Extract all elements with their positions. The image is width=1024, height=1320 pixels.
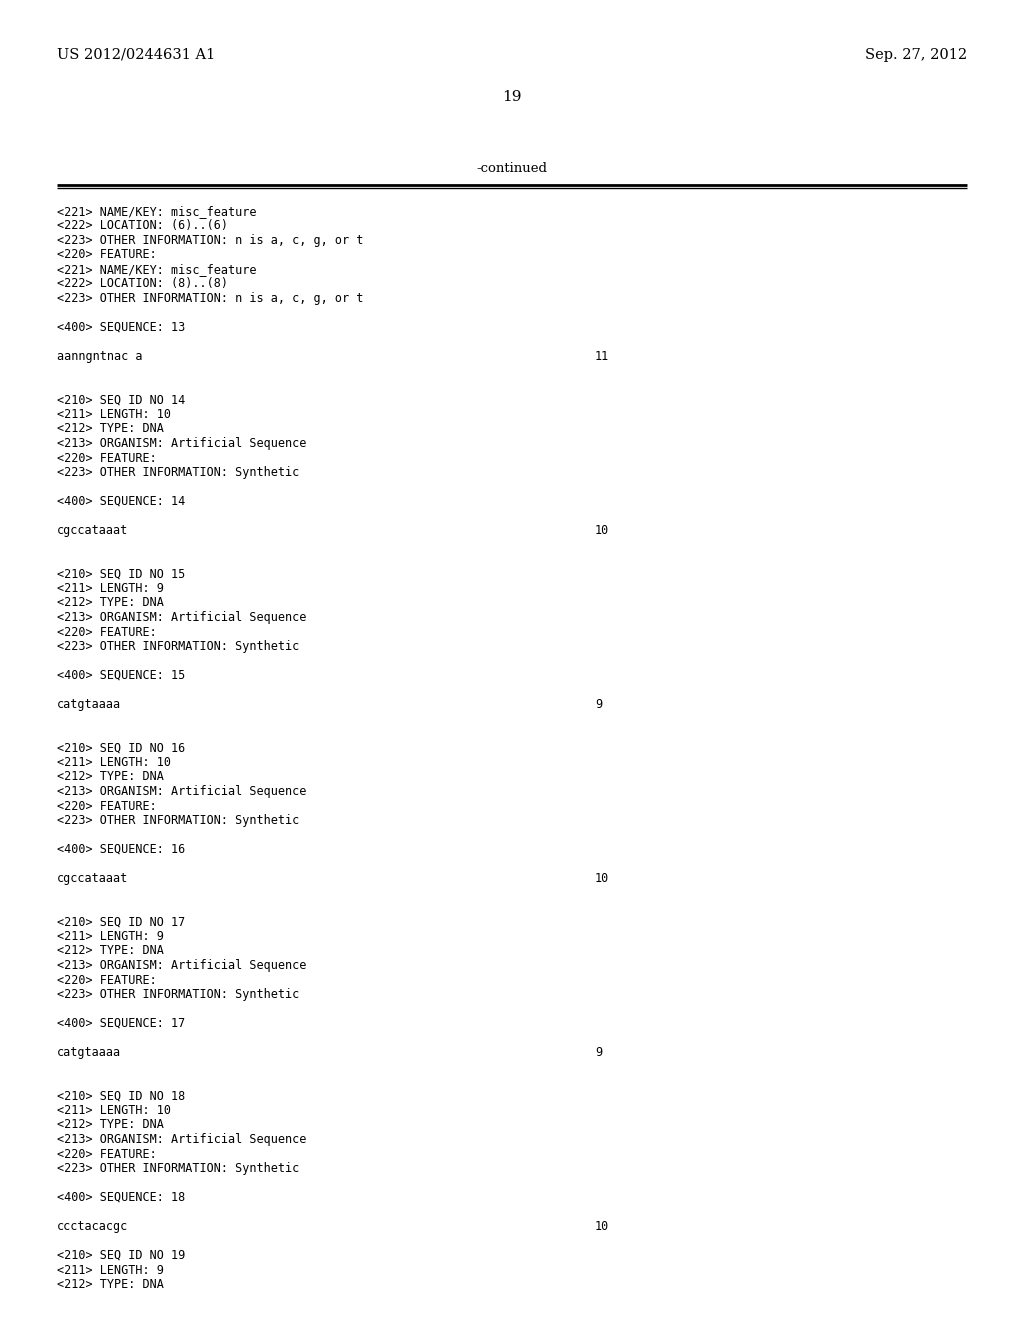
Text: 19: 19 [502, 90, 522, 104]
Text: <400> SEQUENCE: 16: <400> SEQUENCE: 16 [57, 843, 185, 855]
Text: <211> LENGTH: 10: <211> LENGTH: 10 [57, 756, 171, 770]
Text: aanngntnac a: aanngntnac a [57, 350, 142, 363]
Text: <220> FEATURE:: <220> FEATURE: [57, 248, 157, 261]
Text: <223> OTHER INFORMATION: n is a, c, g, or t: <223> OTHER INFORMATION: n is a, c, g, o… [57, 292, 364, 305]
Text: <210> SEQ ID NO 17: <210> SEQ ID NO 17 [57, 916, 185, 928]
Text: <211> LENGTH: 9: <211> LENGTH: 9 [57, 1263, 164, 1276]
Text: <211> LENGTH: 10: <211> LENGTH: 10 [57, 408, 171, 421]
Text: <220> FEATURE:: <220> FEATURE: [57, 800, 157, 813]
Text: 9: 9 [595, 698, 602, 711]
Text: cgccataaat: cgccataaat [57, 524, 128, 537]
Text: <213> ORGANISM: Artificial Sequence: <213> ORGANISM: Artificial Sequence [57, 1133, 306, 1146]
Text: <212> TYPE: DNA: <212> TYPE: DNA [57, 597, 164, 610]
Text: catgtaaaa: catgtaaaa [57, 1045, 121, 1059]
Text: 10: 10 [595, 873, 609, 884]
Text: <220> FEATURE:: <220> FEATURE: [57, 1147, 157, 1160]
Text: <221> NAME/KEY: misc_feature: <221> NAME/KEY: misc_feature [57, 205, 256, 218]
Text: <212> TYPE: DNA: <212> TYPE: DNA [57, 771, 164, 784]
Text: US 2012/0244631 A1: US 2012/0244631 A1 [57, 48, 215, 62]
Text: 9: 9 [595, 1045, 602, 1059]
Text: <223> OTHER INFORMATION: Synthetic: <223> OTHER INFORMATION: Synthetic [57, 987, 299, 1001]
Text: <212> TYPE: DNA: <212> TYPE: DNA [57, 1278, 164, 1291]
Text: <210> SEQ ID NO 14: <210> SEQ ID NO 14 [57, 393, 185, 407]
Text: <213> ORGANISM: Artificial Sequence: <213> ORGANISM: Artificial Sequence [57, 437, 306, 450]
Text: <223> OTHER INFORMATION: Synthetic: <223> OTHER INFORMATION: Synthetic [57, 640, 299, 653]
Text: <400> SEQUENCE: 17: <400> SEQUENCE: 17 [57, 1016, 185, 1030]
Text: <400> SEQUENCE: 18: <400> SEQUENCE: 18 [57, 1191, 185, 1204]
Text: <211> LENGTH: 10: <211> LENGTH: 10 [57, 1104, 171, 1117]
Text: -continued: -continued [476, 162, 548, 176]
Text: <211> LENGTH: 9: <211> LENGTH: 9 [57, 931, 164, 942]
Text: catgtaaaa: catgtaaaa [57, 698, 121, 711]
Text: <212> TYPE: DNA: <212> TYPE: DNA [57, 1118, 164, 1131]
Text: Sep. 27, 2012: Sep. 27, 2012 [865, 48, 967, 62]
Text: <400> SEQUENCE: 13: <400> SEQUENCE: 13 [57, 321, 185, 334]
Text: 10: 10 [595, 524, 609, 537]
Text: <210> SEQ ID NO 16: <210> SEQ ID NO 16 [57, 742, 185, 755]
Text: 10: 10 [595, 1220, 609, 1233]
Text: <222> LOCATION: (8)..(8): <222> LOCATION: (8)..(8) [57, 277, 228, 290]
Text: <400> SEQUENCE: 14: <400> SEQUENCE: 14 [57, 495, 185, 508]
Text: ccctacacgc: ccctacacgc [57, 1220, 128, 1233]
Text: <212> TYPE: DNA: <212> TYPE: DNA [57, 945, 164, 957]
Text: 11: 11 [595, 350, 609, 363]
Text: <223> OTHER INFORMATION: Synthetic: <223> OTHER INFORMATION: Synthetic [57, 1162, 299, 1175]
Text: <211> LENGTH: 9: <211> LENGTH: 9 [57, 582, 164, 595]
Text: <223> OTHER INFORMATION: n is a, c, g, or t: <223> OTHER INFORMATION: n is a, c, g, o… [57, 234, 364, 247]
Text: <220> FEATURE:: <220> FEATURE: [57, 626, 157, 639]
Text: <221> NAME/KEY: misc_feature: <221> NAME/KEY: misc_feature [57, 263, 256, 276]
Text: <213> ORGANISM: Artificial Sequence: <213> ORGANISM: Artificial Sequence [57, 960, 306, 972]
Text: <210> SEQ ID NO 15: <210> SEQ ID NO 15 [57, 568, 185, 581]
Text: cgccataaat: cgccataaat [57, 873, 128, 884]
Text: <213> ORGANISM: Artificial Sequence: <213> ORGANISM: Artificial Sequence [57, 611, 306, 624]
Text: <400> SEQUENCE: 15: <400> SEQUENCE: 15 [57, 669, 185, 682]
Text: <212> TYPE: DNA: <212> TYPE: DNA [57, 422, 164, 436]
Text: <220> FEATURE:: <220> FEATURE: [57, 451, 157, 465]
Text: <210> SEQ ID NO 19: <210> SEQ ID NO 19 [57, 1249, 185, 1262]
Text: <223> OTHER INFORMATION: Synthetic: <223> OTHER INFORMATION: Synthetic [57, 466, 299, 479]
Text: <220> FEATURE:: <220> FEATURE: [57, 974, 157, 986]
Text: <210> SEQ ID NO 18: <210> SEQ ID NO 18 [57, 1089, 185, 1102]
Text: <222> LOCATION: (6)..(6): <222> LOCATION: (6)..(6) [57, 219, 228, 232]
Text: <213> ORGANISM: Artificial Sequence: <213> ORGANISM: Artificial Sequence [57, 785, 306, 799]
Text: <223> OTHER INFORMATION: Synthetic: <223> OTHER INFORMATION: Synthetic [57, 814, 299, 828]
